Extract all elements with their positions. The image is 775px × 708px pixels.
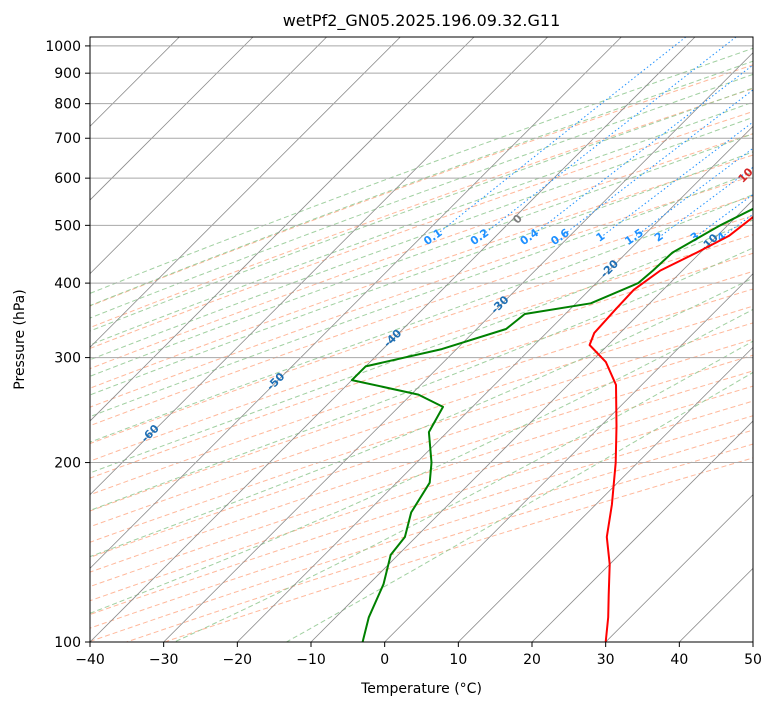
x-tick-label: 30 (597, 652, 615, 668)
dry-adiabat-line (90, 288, 753, 512)
y-tick-label: 200 (54, 456, 81, 472)
mixing-ratio-line (531, 64, 753, 237)
dewpoint-profile-line (350, 207, 753, 642)
x-tick-label: 40 (670, 652, 688, 668)
x-tick-label: 20 (523, 652, 541, 668)
moist-adiabat-line (90, 116, 753, 361)
moist-adiabat-line (90, 47, 753, 294)
isotherm-line (531, 420, 753, 642)
isotherm-line (458, 346, 753, 642)
y-tick-label: 900 (54, 66, 81, 82)
moist-adiabat-line (90, 277, 753, 558)
y-tick-label: 300 (54, 351, 81, 367)
moist-adiabat-line (90, 219, 753, 474)
y-tick-label: 400 (54, 276, 81, 292)
moist-adiabat-line (90, 151, 753, 396)
dry-adiabat-line (90, 215, 753, 445)
chart-title: wetPf2_GN05.2025.196.09.32.G11 (283, 11, 561, 31)
mixing-ratio-line (561, 89, 753, 237)
mixing-ratio-line (635, 147, 753, 237)
dry-adiabat-line (90, 133, 753, 370)
dry-adiabat-line (90, 64, 753, 307)
x-axis-label: Temperature (°C) (360, 681, 482, 697)
y-tick-label: 500 (54, 218, 81, 234)
dry-adiabat-line (90, 195, 753, 427)
dry-adiabat-line (90, 234, 753, 462)
y-tick-label: 800 (54, 97, 81, 113)
isotherm-line (605, 494, 753, 642)
y-tick-label: 700 (54, 131, 81, 147)
x-tick-label: 0 (380, 652, 389, 668)
y-tick-label: 600 (54, 171, 81, 187)
x-tick-label: 50 (744, 652, 762, 668)
dry-adiabat-line (90, 154, 753, 389)
temperature-profile-line (588, 215, 753, 642)
dry-adiabat-line (90, 270, 753, 496)
moist-adiabat-line (90, 60, 753, 307)
plot-frame (89, 36, 754, 643)
moist-adiabat-line (174, 340, 753, 642)
y-tick-label: 1000 (45, 39, 81, 55)
x-tick-label: −30 (149, 652, 179, 668)
mixing-ratio-line (481, 37, 737, 237)
isotherm-line (384, 273, 753, 642)
x-tick-label: −20 (223, 652, 253, 668)
x-tick-label: −10 (296, 652, 326, 668)
dry-adiabat-line (90, 110, 753, 349)
dry-adiabat-line (90, 252, 753, 479)
x-tick-label: −40 (75, 652, 105, 668)
y-axis-label: Pressure (hPa) (12, 289, 28, 389)
x-tick-label: 10 (449, 652, 467, 668)
y-tick-label: 100 (54, 635, 81, 651)
moist-adiabat-line (90, 87, 753, 332)
isotherm-line (310, 199, 753, 642)
moist-adiabat-line (90, 194, 753, 443)
